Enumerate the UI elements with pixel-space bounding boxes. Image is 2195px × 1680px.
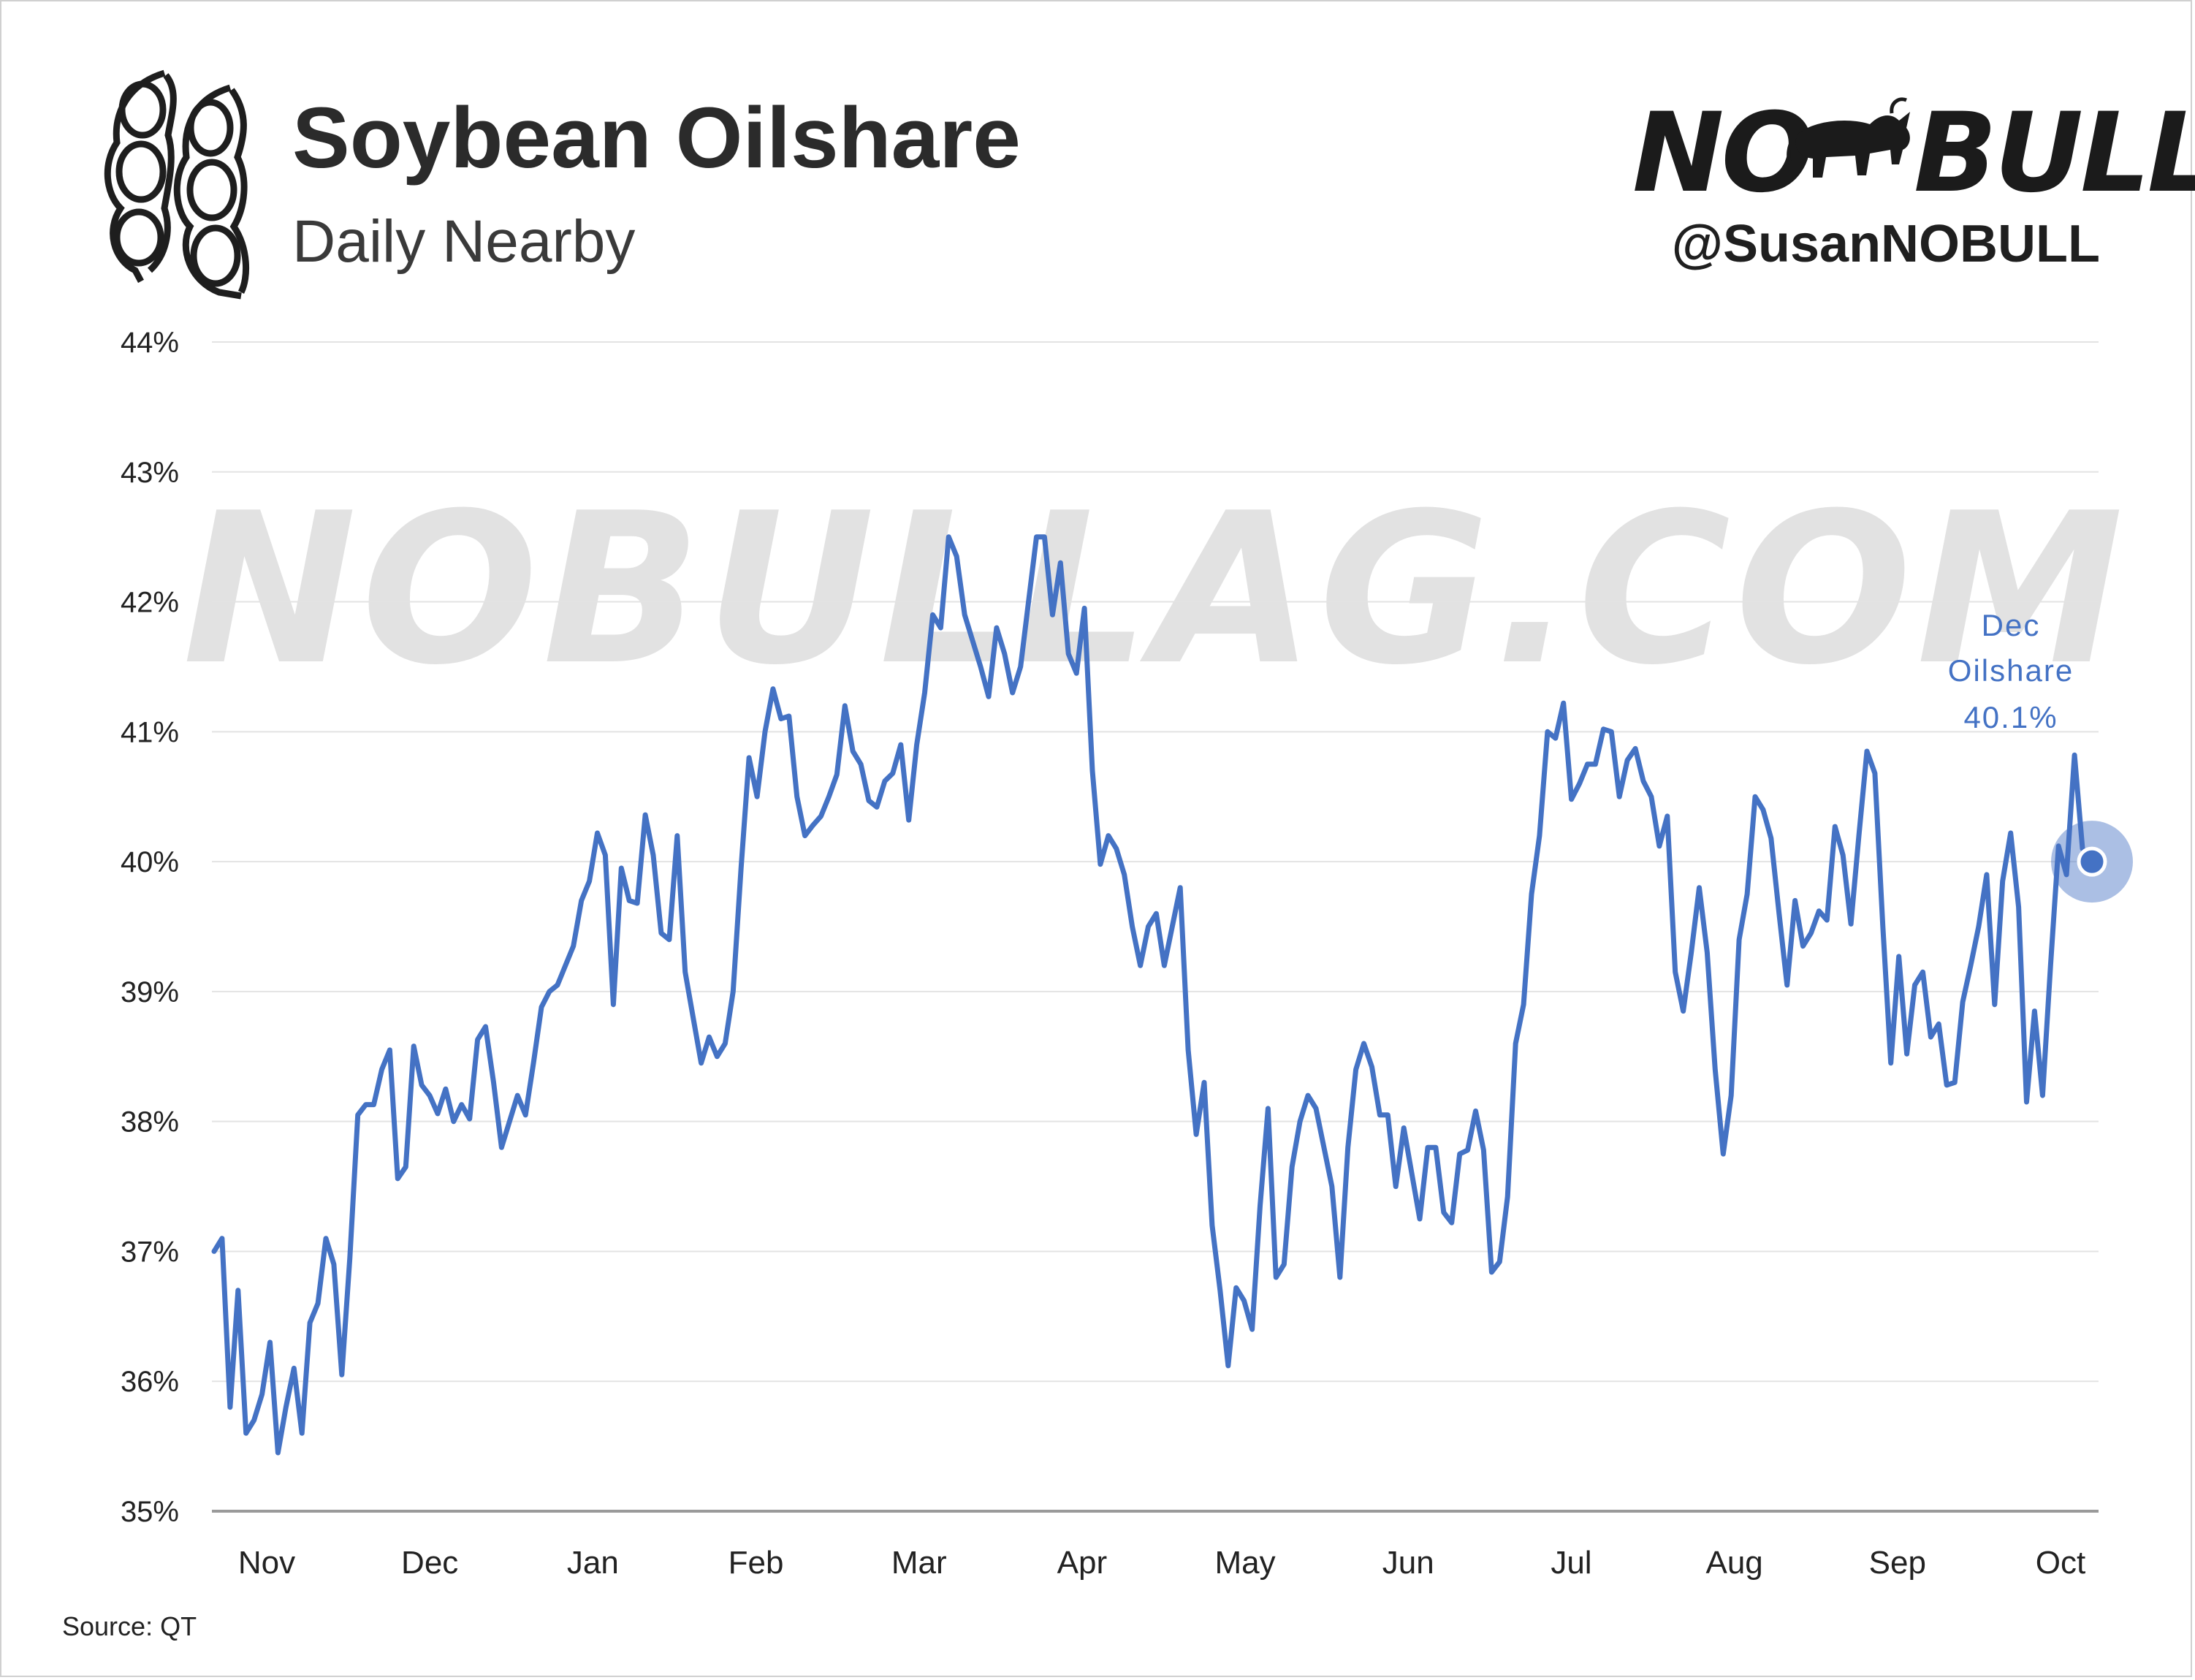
brand-logo: NO BULL bbox=[1632, 90, 2195, 217]
y-tick-label: 39% bbox=[121, 976, 179, 1008]
annotation-line-2: Oilshare bbox=[1948, 653, 2074, 688]
x-tick-label: Jan bbox=[567, 1545, 619, 1581]
x-tick-label: Oct bbox=[2036, 1545, 2085, 1581]
brand-logo-right-text: BULL bbox=[1914, 90, 2195, 217]
x-tick-label: May bbox=[1215, 1545, 1276, 1581]
bull-icon bbox=[1787, 97, 1910, 178]
x-tick-label: Nov bbox=[238, 1545, 295, 1581]
last-value-marker bbox=[2077, 846, 2107, 877]
soybean-pod-logo-icon bbox=[104, 69, 250, 300]
y-tick-label: 35% bbox=[121, 1496, 179, 1528]
x-tick-label: Apr bbox=[1057, 1545, 1107, 1581]
series-line bbox=[211, 534, 2085, 1456]
y-tick-label: 38% bbox=[121, 1106, 179, 1139]
chart-title: Soybean Oilshare bbox=[292, 90, 1021, 186]
annotation-line-1: Dec bbox=[1982, 608, 2041, 642]
watermark-text: NOBULLAG.COM bbox=[183, 468, 2128, 711]
y-tick-label: 42% bbox=[121, 587, 179, 619]
annotation-line-3: 40.1% bbox=[1963, 700, 2058, 734]
y-tick-label: 36% bbox=[121, 1366, 179, 1398]
x-tick-label: Dec bbox=[401, 1545, 458, 1581]
x-tick-label: Jul bbox=[1551, 1545, 1591, 1581]
twitter-handle: @SusanNOBULL bbox=[1671, 215, 2100, 273]
y-tick-label: 40% bbox=[121, 846, 179, 878]
x-tick-label: Feb bbox=[729, 1545, 784, 1581]
chart-subtitle: Daily Nearby bbox=[292, 208, 636, 275]
x-tick-label: Sep bbox=[1869, 1545, 1926, 1581]
y-tick-label: 44% bbox=[121, 327, 179, 359]
y-tick-label: 41% bbox=[121, 716, 179, 748]
x-tick-label: Mar bbox=[891, 1545, 947, 1581]
y-tick-label: 43% bbox=[121, 457, 179, 489]
brand-logo-left-text: NO bbox=[1632, 90, 1814, 217]
x-tick-label: Aug bbox=[1705, 1545, 1762, 1581]
y-tick-label: 37% bbox=[121, 1236, 179, 1268]
source-note: Source: QT bbox=[62, 1611, 197, 1641]
x-tick-label: Jun bbox=[1382, 1545, 1434, 1581]
